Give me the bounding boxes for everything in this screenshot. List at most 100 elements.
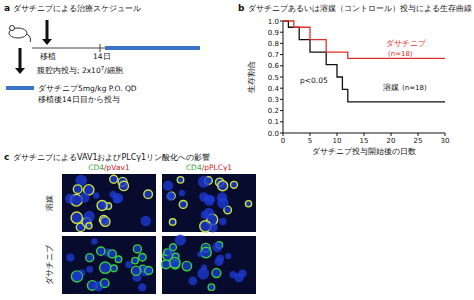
y-tick [280,21,283,22]
x-tick-label: 0 [281,137,285,145]
y-tick [280,43,283,44]
cell [133,245,141,253]
cell [115,256,122,263]
micrograph [62,236,156,294]
micrograph-bg [62,236,156,294]
cell [208,223,218,233]
x-tick [418,133,419,136]
y-tick [280,121,283,122]
row-label: ダサチニブ [45,244,54,285]
cell [208,284,215,291]
cell [108,250,116,258]
y-tick [280,65,283,66]
y-tick-label: 0.3 [268,96,279,104]
label: 14日 [93,52,111,61]
cell [198,176,210,188]
cell [113,197,120,204]
x-tick [283,133,284,136]
cell [144,190,153,199]
cell [204,195,215,206]
y-tick [280,32,283,33]
legend-label: (n=18) [388,50,413,58]
survival-curve [283,21,445,102]
cell [131,266,140,275]
x-tick-label: 20 [387,137,396,145]
panel-label: a [4,3,10,13]
treatment-legend [6,86,34,90]
cell [145,266,153,274]
arrow [46,20,49,40]
cell [166,192,175,201]
legend-label: ダサチニブ [386,39,427,48]
y-tick-label: 0.8 [268,40,279,48]
panel-label: c [4,152,9,162]
cell [177,177,183,183]
x-tick-label: 5 [308,137,312,145]
x-tick-label: 10 [333,137,342,145]
cell [170,257,181,268]
treatment-bar [105,46,200,50]
cell [215,257,224,266]
micrograph [162,235,256,294]
y-tick-label: 0.7 [268,51,279,59]
cell [229,271,236,278]
cell [179,200,187,208]
annotation: p<0.05 [300,76,328,85]
micrograph-bg [162,236,256,294]
y-tick-label: 0.5 [268,74,279,82]
y-tick [280,77,283,78]
legend-label: 溶媒 [383,83,399,92]
cell [225,253,231,259]
mouse-tail [27,34,31,42]
cell [170,244,177,251]
mouse-icon [9,26,31,43]
cell [203,208,214,219]
cell [218,181,228,191]
x-tick-label: 25 [414,137,423,145]
cell [93,192,99,198]
cell [179,190,185,196]
y-tick-label: 0.6 [268,62,280,70]
cell [197,251,203,257]
y-tick-label: 0.4 [268,85,280,93]
x-axis-label: ダサチニブ投与開始後の日数 [312,147,416,156]
cell [163,181,173,191]
arrow [19,48,22,69]
cell [230,181,237,188]
cell [110,175,118,183]
cell [73,185,82,194]
cell [65,194,75,204]
label: 移植 [40,52,56,61]
x-tick-label: 30 [441,137,450,145]
cell [140,216,150,226]
cell [73,271,83,281]
cell [86,266,93,273]
plot-area [283,21,445,102]
cell [175,235,186,246]
label: 腹腔内投与; 2x107/細胞 [37,65,123,75]
panel-title: ダサチニブによる治療スケジュール [13,4,141,13]
timeline [32,48,200,49]
cell [79,193,89,203]
y-tick [280,88,283,89]
cell [245,201,251,207]
label: /pVav1 [104,163,130,172]
cell [86,223,92,229]
micrograph [162,174,256,232]
cell [84,211,95,222]
x-tick [310,133,311,136]
label: CD4 [186,163,202,172]
cell [239,270,247,278]
y-tick-label: 1.0 [268,18,279,26]
y-tick-label: 0.2 [268,107,279,115]
cell [138,283,146,291]
y-tick [280,99,283,100]
micrograph-bg [162,174,256,232]
cell [86,254,94,262]
cell [169,219,175,225]
y-tick [280,110,283,111]
cell [97,201,107,211]
label: /pPLCγ1 [202,163,233,172]
cell [66,254,74,262]
cell [182,261,191,270]
